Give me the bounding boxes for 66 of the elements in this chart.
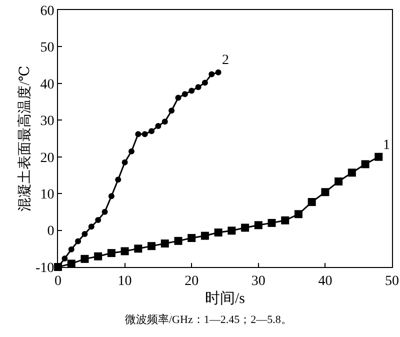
point — [168, 108, 175, 114]
point — [361, 160, 370, 168]
y-tick-label: 40 — [40, 77, 54, 92]
point — [68, 246, 74, 252]
point — [195, 84, 202, 90]
y-axis-title: 混凝土表面最高温度/℃ — [17, 66, 34, 212]
y-tick-label: 10 — [40, 187, 54, 202]
point — [62, 256, 68, 262]
point — [94, 252, 102, 260]
y-tick-label: 60 — [40, 4, 54, 19]
x-tick-label: 10 — [118, 274, 132, 289]
point — [82, 230, 88, 237]
point — [128, 148, 134, 154]
point — [175, 94, 182, 101]
point — [148, 242, 156, 250]
point — [155, 123, 162, 130]
point — [214, 228, 222, 236]
point — [215, 69, 222, 76]
point — [108, 193, 114, 200]
y-tick-label: 0 — [47, 224, 54, 240]
point — [120, 247, 129, 256]
point — [334, 177, 343, 186]
point — [174, 236, 182, 245]
point — [148, 128, 155, 134]
point — [228, 226, 236, 235]
point — [281, 216, 290, 224]
point — [102, 208, 108, 215]
point — [208, 71, 215, 78]
point — [321, 188, 330, 196]
point — [241, 224, 250, 232]
point — [107, 249, 116, 258]
y-tick-label: -10 — [36, 260, 54, 276]
series-label: 2 — [222, 53, 229, 68]
y-tick-label: 30 — [40, 114, 54, 130]
x-axis-title: 时间/s — [204, 290, 246, 307]
point — [200, 232, 209, 240]
x-tick-label: 40 — [318, 274, 332, 289]
point — [122, 159, 128, 166]
point — [115, 176, 122, 183]
point — [254, 221, 262, 230]
point — [374, 152, 383, 161]
point — [188, 88, 195, 94]
point — [160, 240, 169, 248]
point — [348, 168, 356, 177]
y-tick-label: 50 — [40, 40, 54, 56]
point — [88, 224, 94, 230]
point — [134, 244, 142, 253]
point — [182, 91, 188, 98]
series-label: 1 — [383, 138, 390, 153]
point — [202, 80, 208, 86]
x-tick-label: 30 — [251, 274, 266, 289]
x-tick-label: 20 — [184, 274, 199, 289]
text: 微波频率/GHz：1—2.45；2—5.8。 — [125, 313, 292, 326]
point — [142, 131, 148, 138]
point — [80, 254, 89, 263]
point — [135, 131, 142, 138]
point — [188, 234, 196, 242]
point — [294, 210, 302, 218]
y-tick-label: 20 — [40, 150, 54, 166]
point — [67, 260, 76, 268]
point — [75, 238, 82, 244]
point — [162, 118, 168, 125]
point — [268, 218, 276, 227]
x-tick-label: 50 — [385, 274, 399, 289]
point — [308, 198, 316, 206]
point — [95, 217, 102, 224]
